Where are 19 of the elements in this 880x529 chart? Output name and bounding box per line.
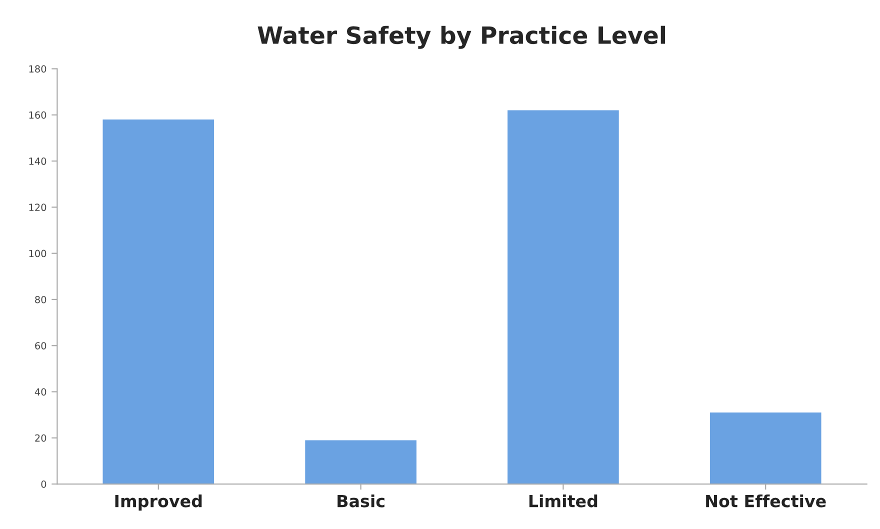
y-tick-label: 180	[29, 65, 46, 73]
y-tick-label: 0	[41, 480, 46, 488]
bar	[710, 412, 822, 484]
y-tick-label: 40	[34, 388, 46, 396]
y-tick-label: 60	[35, 342, 46, 350]
bar	[305, 440, 416, 484]
y-tick-label: 140	[29, 158, 46, 165]
y-tick-label: 100	[29, 250, 46, 258]
x-tick-label: Limited	[529, 494, 598, 508]
chart-title: Water Safety by Practice Level	[258, 26, 665, 49]
x-tick-label: Improved	[115, 494, 202, 511]
y-tick-label: 120	[29, 204, 46, 212]
bar	[508, 110, 619, 484]
y-tick-label: 160	[29, 111, 46, 119]
y-tick-label: 80	[35, 296, 46, 304]
y-tick-label: 20	[35, 434, 46, 442]
x-tick-label: Basic	[338, 494, 384, 508]
bar	[102, 120, 214, 484]
x-tick-label: Not Effective	[706, 494, 826, 508]
